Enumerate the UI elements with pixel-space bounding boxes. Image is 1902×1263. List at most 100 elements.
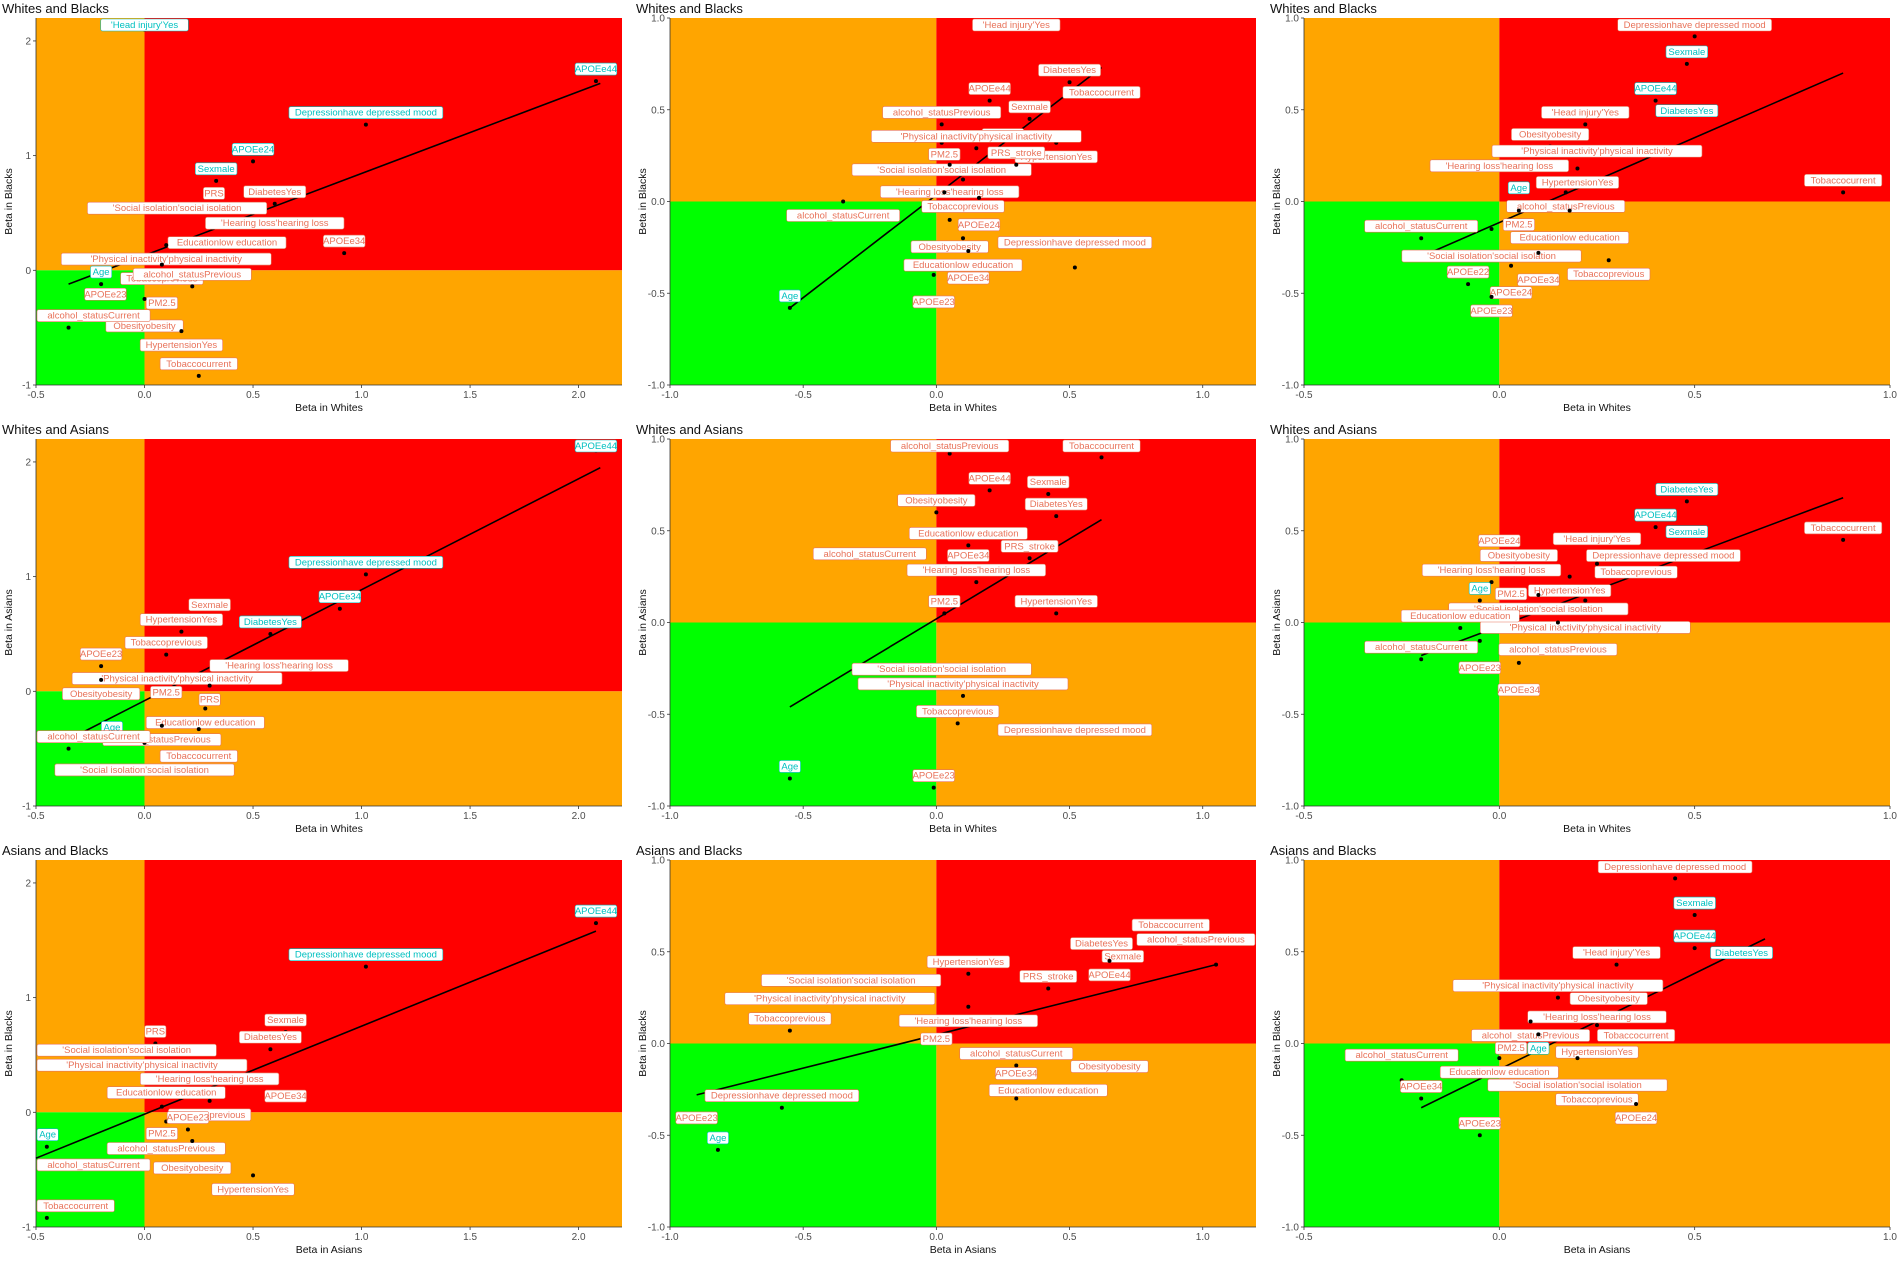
data-point xyxy=(207,683,212,688)
x-tick-label: 1.5 xyxy=(463,811,477,822)
point-label-box xyxy=(1495,587,1528,601)
point-label-box xyxy=(1804,521,1883,535)
point-label-box xyxy=(1634,508,1677,522)
x-tick-label: -0.5 xyxy=(1295,1232,1313,1243)
data-point xyxy=(976,195,981,200)
data-point xyxy=(272,201,277,206)
data-point xyxy=(1653,98,1658,103)
chart-plot: -1.0 -0.5 0.0 0.5 1.0 -1.0 -0.5 0.0 0.5 1.0 Beta i… xyxy=(637,435,1256,835)
point-label-box xyxy=(132,268,252,281)
panel-title: Asians and Blacks xyxy=(636,843,743,858)
point-label-box xyxy=(36,1199,115,1213)
x-tick-label: 0.0 xyxy=(138,390,152,401)
point-label: alcohol_statusPrevious xyxy=(1482,1030,1580,1041)
point-label: APOEe34 xyxy=(319,592,361,603)
data-point xyxy=(1536,1032,1541,1037)
point-label-box xyxy=(1038,63,1101,77)
point-label: Age xyxy=(709,1133,726,1144)
point-label-box xyxy=(264,1089,307,1103)
y-tick-label: -1.0 xyxy=(1282,802,1300,813)
point-label: 'Hearing loss'hearing loss xyxy=(221,218,329,229)
quadrant-top-left xyxy=(1304,18,1500,202)
panel-title: Whites and Asians xyxy=(1270,422,1377,437)
panel-title: Whites and Blacks xyxy=(1270,1,1377,16)
point-label-box xyxy=(898,1014,1038,1028)
point-label-box xyxy=(159,357,238,371)
data-point xyxy=(1489,294,1494,299)
point-label-box xyxy=(1487,1078,1668,1092)
data-point xyxy=(966,971,971,976)
x-tick-label: 0.0 xyxy=(138,811,152,822)
data-point xyxy=(1466,282,1471,287)
point-label: 'Head injury'Yes xyxy=(1563,534,1630,545)
point-label: 'Head injury'Yes xyxy=(983,20,1050,31)
point-label: HypertensionYes xyxy=(146,615,218,626)
point-label: alcohol_statusPrevious xyxy=(1147,935,1245,946)
point-label: Tobaccocurrent xyxy=(1811,523,1876,534)
point-label-box xyxy=(1535,176,1620,189)
panel-3: Whites and Blacks -0.5 0.0 0.5 1.0 -1.0 -0.5 0… xyxy=(1268,0,1902,421)
data-point xyxy=(164,243,169,248)
x-tick-label: 0.0 xyxy=(1492,1232,1506,1243)
point-label: APOEe44 xyxy=(1088,970,1130,981)
point-label-box xyxy=(1479,549,1558,562)
y-tick-label: 1.0 xyxy=(1285,856,1299,867)
data-point xyxy=(1067,80,1072,85)
point-label-box xyxy=(1008,100,1051,114)
x-tick-label: -0.5 xyxy=(27,1232,45,1243)
point-label-box xyxy=(36,1043,217,1057)
point-label-box xyxy=(1088,968,1131,982)
point-label-box xyxy=(928,595,961,608)
point-label: Sexmale xyxy=(1030,477,1067,488)
x-tick-label: 0.5 xyxy=(1688,1232,1702,1243)
point-label-box xyxy=(1510,231,1630,244)
point-label: Tobaccocurrent xyxy=(1138,920,1203,931)
point-label: PRS_stroke xyxy=(1023,971,1074,982)
point-label: HypertensionYes xyxy=(933,957,1005,968)
x-axis-label: Beta in Whites xyxy=(1563,402,1631,414)
point-label-box xyxy=(167,236,287,249)
x-tick-label: -0.5 xyxy=(27,811,45,822)
data-point xyxy=(934,510,939,515)
y-tick-label: -1.0 xyxy=(648,802,666,813)
point-label-box xyxy=(1597,1029,1676,1042)
point-label: Educationlow education xyxy=(1410,611,1510,622)
point-label-box xyxy=(1614,1111,1658,1125)
y-axis-label: Beta in Asians xyxy=(1271,589,1283,656)
data-point xyxy=(203,706,208,711)
point-label: Tobaccocurrent xyxy=(1604,1030,1669,1041)
point-label: APOEe44 xyxy=(575,441,617,452)
point-label: APOEe34 xyxy=(1517,275,1559,286)
point-label: Depressionhave depressed mood xyxy=(1592,551,1734,562)
y-tick-label: 1.0 xyxy=(651,435,665,446)
point-label-box xyxy=(1400,609,1520,623)
x-axis-label: Beta in Whites xyxy=(929,823,997,835)
quadrant-bottom-right xyxy=(936,201,1256,385)
point-label: 'Hearing loss'hearing loss xyxy=(1543,1012,1651,1023)
y-tick-label: 1.0 xyxy=(651,14,665,25)
quadrant-top-right xyxy=(936,860,1256,1044)
regression-line xyxy=(68,82,601,285)
point-label-box xyxy=(211,1183,295,1196)
point-label-box xyxy=(139,613,223,626)
point-label: DiabetesYes xyxy=(1043,65,1096,76)
point-label: 'Hearing loss'hearing loss xyxy=(914,1016,1022,1027)
point-label-box xyxy=(997,236,1153,249)
point-label-box xyxy=(1446,265,1490,279)
y-tick-label: 0 xyxy=(25,687,31,698)
point-label: APOEe34 xyxy=(323,236,365,247)
y-tick-label: -1.0 xyxy=(648,381,666,392)
x-tick-label: -1.0 xyxy=(661,811,679,822)
point-label: Obesityobesity xyxy=(1078,1062,1141,1073)
data-point xyxy=(1054,611,1059,616)
point-label-box xyxy=(1439,1065,1559,1079)
point-label: 'Social isolation'social isolation xyxy=(80,765,209,776)
x-tick-label: 1.0 xyxy=(355,390,369,401)
x-tick-label: 0.5 xyxy=(1063,390,1077,401)
point-label-box xyxy=(87,201,268,215)
data-point xyxy=(1099,455,1104,460)
point-label-box xyxy=(71,672,283,685)
point-label-box xyxy=(150,686,183,699)
point-label: APOEe23 xyxy=(1459,1118,1501,1129)
point-label: 'Head injury'Yes xyxy=(111,20,178,31)
